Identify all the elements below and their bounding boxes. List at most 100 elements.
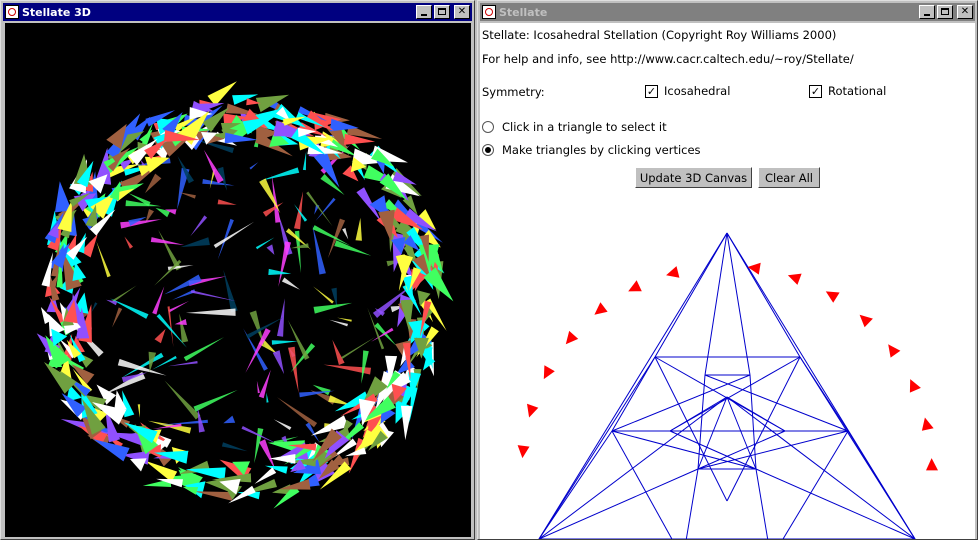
stellation-face: [332, 339, 345, 365]
stellation-line[interactable]: [755, 468, 771, 539]
stellation-line[interactable]: [538, 468, 699, 539]
stellation-line[interactable]: [669, 430, 757, 470]
stellation-line[interactable]: [538, 232, 728, 539]
stellation-line[interactable]: [538, 430, 613, 539]
stellation-line[interactable]: [726, 396, 786, 432]
stellation-line[interactable]: [697, 430, 849, 470]
selected-triangle[interactable]: [921, 417, 934, 431]
minimize-button[interactable]: [919, 5, 935, 19]
stellation-line[interactable]: [683, 468, 699, 539]
selected-triangle[interactable]: [747, 262, 761, 275]
radio-unselected-icon[interactable]: [482, 121, 494, 133]
stellation-face: [164, 380, 201, 420]
stellation-face: [154, 259, 182, 286]
checkbox-checked-icon[interactable]: ✓: [645, 84, 658, 98]
stellation-line[interactable]: [654, 232, 728, 358]
stellation-line[interactable]: [704, 232, 728, 376]
stellation-line[interactable]: [799, 356, 916, 539]
stellation-face: [346, 125, 383, 139]
stellation-line[interactable]: [697, 374, 706, 470]
close-button[interactable]: ✕: [454, 5, 470, 19]
stellation-face: [193, 491, 234, 501]
stellation-face: [109, 181, 120, 201]
stellation-face: [402, 275, 414, 303]
stellation-line[interactable]: [611, 430, 683, 539]
stellation-face: [328, 395, 352, 406]
checkbox-checked-icon[interactable]: ✓: [809, 84, 822, 98]
icosahedral-checkbox[interactable]: ✓ Icosahedral: [645, 84, 730, 98]
selected-triangle[interactable]: [909, 379, 921, 393]
stellation-line[interactable]: [726, 396, 916, 539]
make-triangles-radio[interactable]: Make triangles by clicking vertices: [482, 143, 701, 157]
stellation-plane-diagram[interactable]: [480, 201, 975, 539]
stellation-line[interactable]: [611, 374, 751, 432]
stellation-face: [93, 439, 130, 462]
stellation-face: [51, 242, 70, 269]
stellation-line[interactable]: [749, 374, 757, 470]
selected-triangle[interactable]: [926, 458, 938, 471]
selected-triangle[interactable]: [666, 266, 680, 278]
clear-all-button[interactable]: Clear All: [758, 167, 820, 188]
select-triangle-radio[interactable]: Click in a triangle to select it: [482, 120, 667, 134]
stellation-face: [294, 230, 301, 273]
selected-triangle[interactable]: [787, 273, 802, 285]
3d-canvas[interactable]: [5, 23, 471, 537]
stellation-face: [376, 159, 386, 174]
stellation-face: [355, 423, 389, 452]
minimize-button[interactable]: [416, 5, 432, 19]
update-3d-canvas-button[interactable]: Update 3D Canvas: [635, 167, 752, 188]
stellation-line[interactable]: [538, 356, 656, 539]
stellation-line[interactable]: [726, 396, 757, 470]
selected-triangle[interactable]: [517, 445, 530, 459]
stellation-line[interactable]: [654, 356, 728, 502]
stellation-line[interactable]: [726, 232, 751, 376]
rotational-checkbox[interactable]: ✓ Rotational: [809, 84, 886, 98]
radio-selected-icon[interactable]: [482, 144, 494, 156]
stellation-face: [367, 307, 385, 350]
stellation-face: [320, 174, 345, 195]
stellation-face: [148, 351, 157, 373]
stellation-face: [219, 478, 241, 495]
stellation-line[interactable]: [771, 430, 849, 539]
stellation-face: [190, 290, 237, 302]
stellation-line[interactable]: [697, 396, 728, 470]
selected-triangle[interactable]: [825, 291, 840, 303]
stellation-face: [272, 350, 285, 375]
stellation-line[interactable]: [697, 430, 786, 470]
stellation-3d-render[interactable]: [5, 23, 471, 537]
stellation-face: [130, 458, 147, 472]
stellation-line[interactable]: [726, 232, 801, 358]
selected-triangle[interactable]: [543, 365, 555, 380]
stellation-face: [342, 165, 359, 182]
stellation-face: [114, 390, 127, 412]
stellate-titlebar[interactable]: Stellate ✕: [480, 3, 975, 21]
stellation-face: [323, 364, 371, 375]
stellation-line[interactable]: [669, 356, 801, 432]
info-text: Stellate: Icosahedral Stellation (Copyri…: [482, 28, 837, 42]
stellation-face: [177, 156, 194, 184]
stellation-face: [259, 178, 281, 214]
close-button[interactable]: ✕: [957, 5, 973, 19]
selected-triangle[interactable]: [859, 314, 873, 328]
stellation-face: [371, 327, 394, 342]
selected-triangle[interactable]: [565, 330, 579, 345]
selected-triangle[interactable]: [527, 403, 539, 418]
stellation-face: [385, 355, 398, 384]
selected-triangle[interactable]: [594, 302, 608, 315]
stellate-3d-titlebar[interactable]: Stellate 3D ✕: [3, 3, 472, 21]
stellation-face: [403, 208, 437, 232]
selected-triangle[interactable]: [888, 344, 901, 358]
stellation-line[interactable]: [669, 396, 728, 432]
stellation-line[interactable]: [726, 356, 801, 502]
stellation-line[interactable]: [611, 356, 656, 432]
stellation-line[interactable]: [755, 468, 916, 539]
maximize-button[interactable]: [937, 5, 953, 19]
selected-triangle[interactable]: [628, 280, 642, 292]
stellation-face: [277, 298, 285, 337]
maximize-button[interactable]: [434, 5, 450, 19]
stellation-face: [223, 269, 238, 313]
stellation-face: [313, 286, 334, 304]
stellation-line[interactable]: [611, 430, 757, 470]
stellation-face: [128, 216, 147, 226]
stellation-face: [302, 151, 307, 171]
